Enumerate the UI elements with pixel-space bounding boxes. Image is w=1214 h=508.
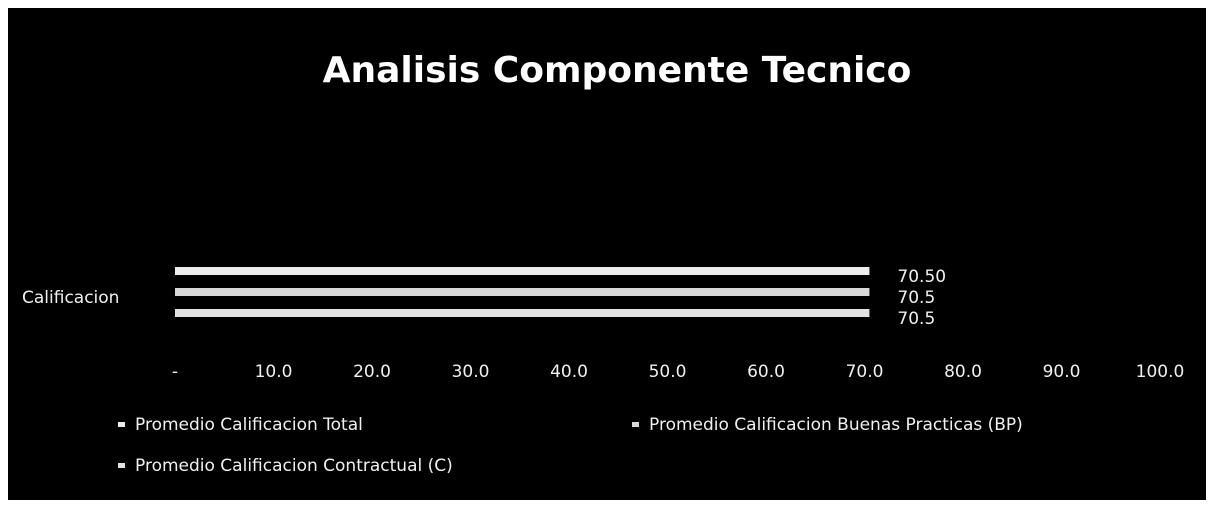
legend-label: Promedio Calificacion Total bbox=[135, 415, 363, 435]
x-tick-label: 80.0 bbox=[944, 362, 982, 382]
value-label: 70.5 bbox=[897, 288, 935, 308]
x-tick-label: 40.0 bbox=[550, 362, 588, 382]
bar bbox=[175, 267, 870, 275]
bar bbox=[175, 288, 870, 296]
x-tick-label: 30.0 bbox=[452, 362, 490, 382]
legend-label: Promedio Calificacion Contractual (C) bbox=[135, 456, 453, 476]
bar bbox=[175, 309, 870, 317]
legend-marker bbox=[118, 463, 125, 468]
legend-marker bbox=[118, 422, 125, 427]
legend-label: Promedio Calificacion Buenas Practicas (… bbox=[649, 415, 1023, 435]
legend-marker bbox=[632, 422, 639, 427]
x-tick-label: 10.0 bbox=[255, 362, 293, 382]
x-tick-label: 50.0 bbox=[649, 362, 687, 382]
y-tick-label: Calificacion bbox=[22, 288, 119, 308]
value-label: 70.50 bbox=[897, 267, 946, 287]
value-label: 70.5 bbox=[897, 309, 935, 329]
x-tick-label: 60.0 bbox=[747, 362, 785, 382]
x-tick-label: 20.0 bbox=[353, 362, 391, 382]
chart-background bbox=[8, 8, 1206, 500]
x-tick-label: 70.0 bbox=[846, 362, 884, 382]
x-tick-label: 90.0 bbox=[1043, 362, 1081, 382]
x-tick-label: - bbox=[172, 362, 178, 382]
chart-title: Analisis Componente Tecnico bbox=[323, 50, 912, 91]
x-tick-label: 100.0 bbox=[1136, 362, 1185, 382]
